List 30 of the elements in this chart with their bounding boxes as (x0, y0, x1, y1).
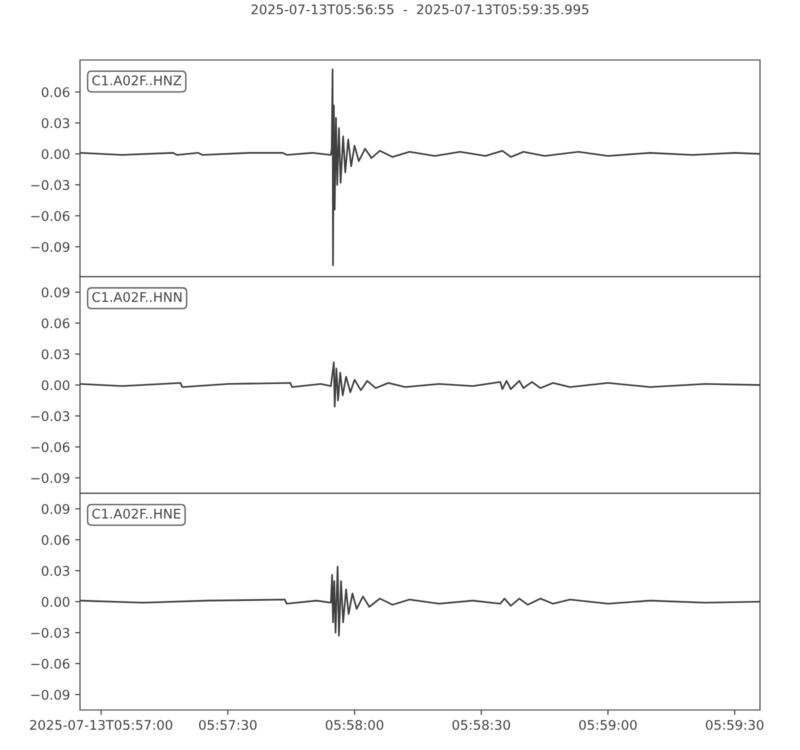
x-tick-label: 2025-07-13T05:57:00 (30, 720, 172, 730)
annotation: C1.A02F..HNE (92, 508, 180, 519)
x-tick-label: 05:57:30 (199, 720, 257, 730)
y-tick-label: −0.09 (31, 242, 70, 252)
y-tick-label: 0.03 (42, 566, 70, 576)
y-tick-label: 0.00 (42, 596, 70, 607)
annotation: C1.A02F..HNN (92, 292, 182, 302)
y-tick-label: −0.03 (31, 180, 70, 190)
x-tick-label: 05:59:30 (706, 720, 764, 730)
y-tick-label: 0.06 (42, 87, 70, 98)
y-tick-label: 0.00 (42, 149, 70, 160)
y-tick-label: −0.09 (31, 473, 70, 484)
y-tick-label: 0.06 (42, 534, 70, 545)
y-tick-label: 0.03 (42, 349, 70, 360)
y-tick-label: 0.06 (42, 318, 70, 328)
y-tick-label: 0.00 (42, 380, 70, 390)
y-tick-label: 0.09 (42, 504, 70, 514)
x-tick-label: 05:59:00 (579, 720, 637, 730)
annotation: C1.A02F..HNZ (92, 75, 182, 86)
y-tick-label: −0.06 (31, 442, 70, 452)
y-tick-label: −0.06 (31, 658, 70, 669)
y-tick-label: −0.03 (31, 411, 70, 422)
y-tick-label: 0.09 (42, 287, 70, 298)
y-tick-label: −0.06 (31, 211, 70, 221)
chart-title: 2025-07-13T05:56:55 - 2025-07-13T05:59:35.995 (252, 4, 588, 14)
x-tick-label: 05:58:00 (326, 720, 384, 730)
y-tick-label: −0.09 (31, 690, 70, 700)
x-tick-label: 05:58:30 (452, 720, 510, 730)
y-tick-label: −0.03 (31, 628, 70, 638)
y-tick-label: 0.03 (42, 118, 70, 128)
